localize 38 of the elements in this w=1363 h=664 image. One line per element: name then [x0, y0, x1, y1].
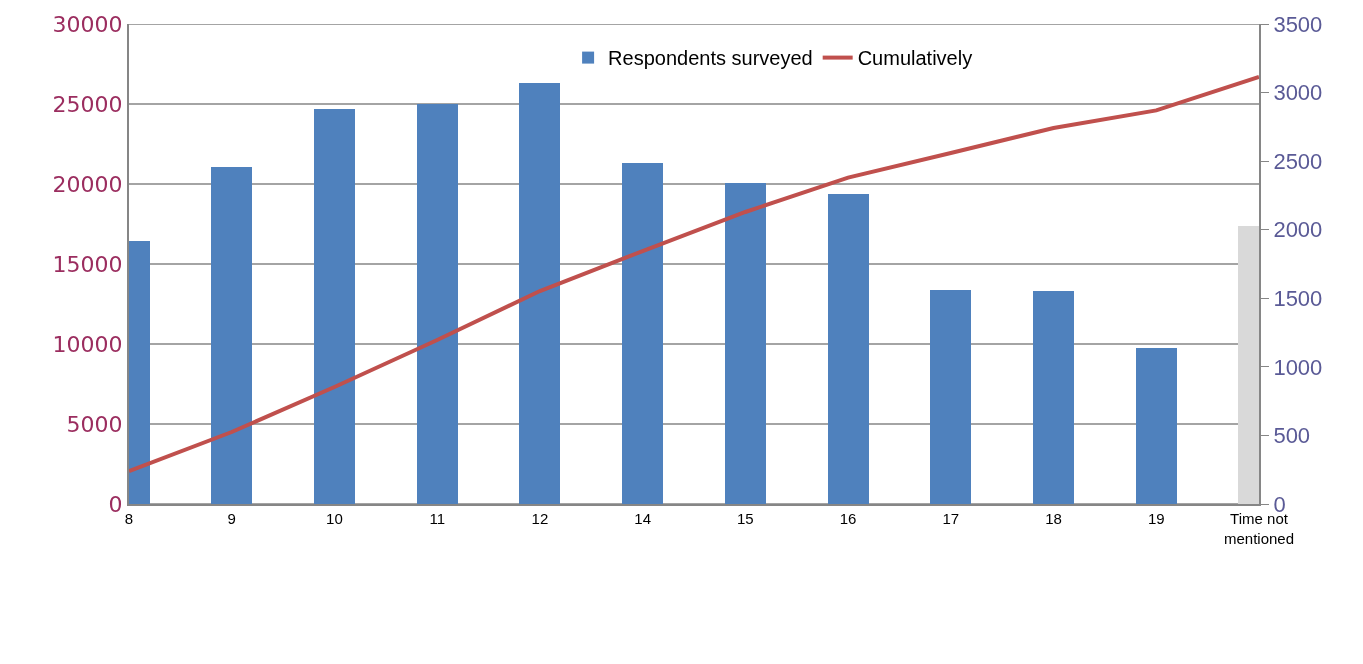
y-tick-label: 30000: [52, 11, 123, 37]
x-tick-label: 10: [326, 510, 343, 527]
x-tick-label: 16: [839, 510, 857, 527]
y2-tick-label: 3500: [1273, 11, 1323, 37]
bar: [930, 290, 971, 504]
x-tick-label: 8: [124, 510, 134, 527]
line-series: [129, 74, 1259, 474]
legend-label: Cumulatively: [857, 47, 973, 70]
bar: [1033, 291, 1074, 504]
y-tick-label: 5000: [66, 411, 123, 437]
legend-label: Respondents surveyed: [608, 47, 813, 70]
x-tick-label: 11: [429, 510, 445, 527]
bar: [417, 104, 458, 504]
y2-tick-label: 1500: [1273, 285, 1323, 311]
x-tick-label: 12: [531, 510, 549, 527]
x-tick-label: 17: [942, 510, 960, 527]
bar: [725, 183, 766, 504]
x-tick-label: 18: [1045, 510, 1062, 527]
y2-tick-label: 2000: [1273, 217, 1323, 243]
bar: [314, 109, 355, 504]
bar: [211, 167, 252, 504]
bar: [828, 194, 869, 504]
x-tick-label: 14: [634, 510, 651, 527]
y-tick-label: 15000: [52, 251, 123, 277]
bar: [622, 163, 663, 504]
y2-tick-label: 3000: [1273, 80, 1323, 106]
y-tick-label: 20000: [52, 171, 123, 197]
y2-tick-label: 1000: [1273, 354, 1323, 380]
y2-tick-label: 2500: [1273, 148, 1323, 174]
x-tick-label: 15: [737, 510, 754, 527]
bar: [1136, 348, 1177, 504]
y-tick-label: 0: [108, 491, 123, 517]
y-tick-label: 10000: [52, 331, 123, 357]
x-tick-label: 19: [1147, 510, 1165, 527]
bar: [519, 83, 560, 504]
y2-tick-label: 500: [1273, 423, 1311, 449]
y-tick-label: 25000: [52, 91, 123, 117]
x-tick-label: 9: [227, 510, 236, 527]
